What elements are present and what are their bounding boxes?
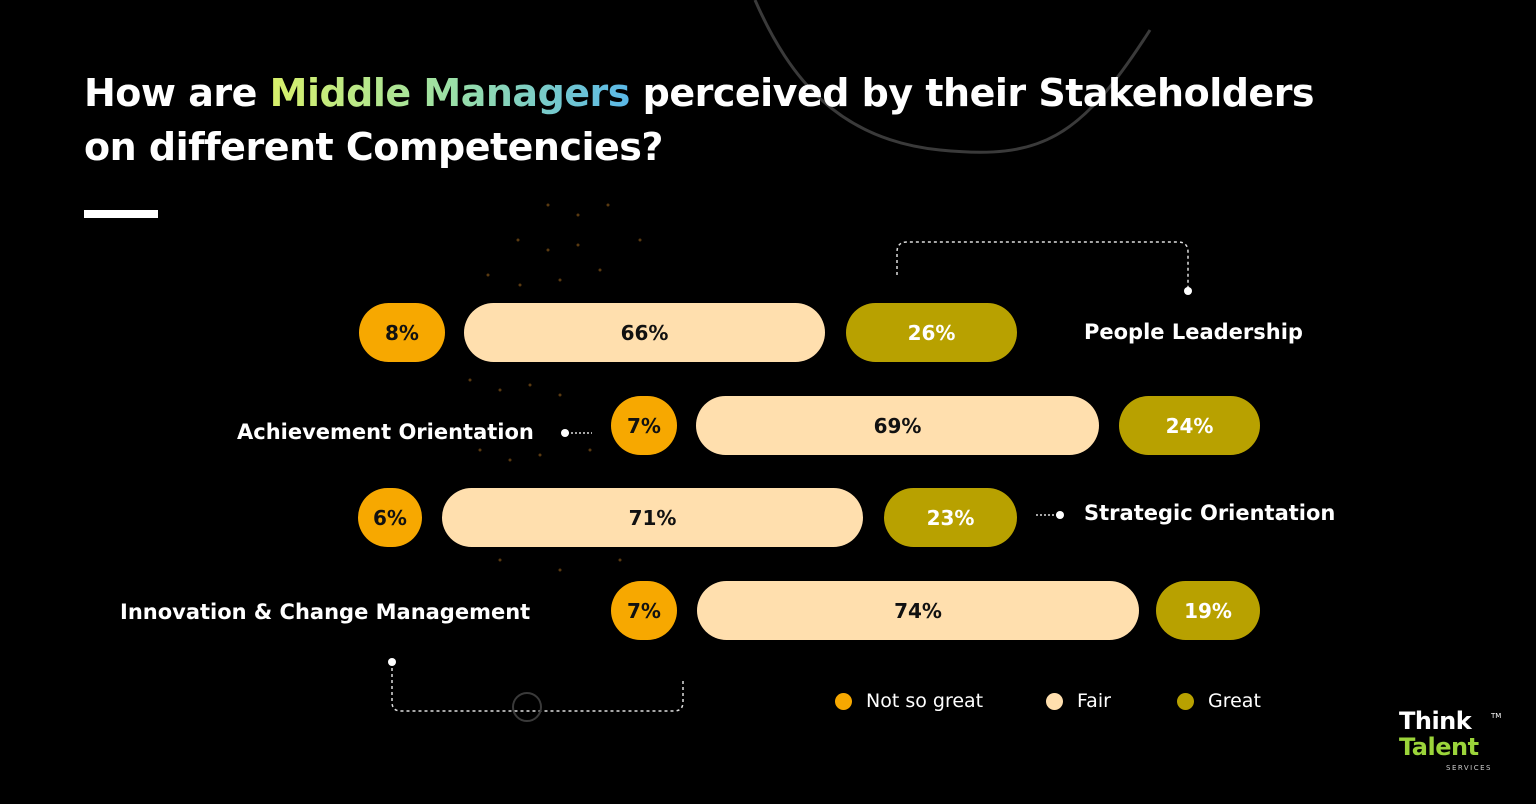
bar-strategic-orientation-not-so-great: 6%	[358, 488, 422, 547]
legend-label-not-so-great: Not so great	[866, 690, 984, 712]
title-underline	[84, 210, 158, 218]
bar-innovation-change-management-fair: 74%	[697, 581, 1139, 640]
legend-item-great: Great	[1177, 690, 1261, 712]
legend-swatch-not-so-great	[835, 692, 852, 710]
bar-innovation-change-management-great: 19%	[1156, 581, 1260, 640]
chart-title: How are Middle Managers perceived by the…	[84, 66, 1384, 174]
title-part1: How are	[84, 71, 270, 115]
legend-swatch-fair	[1046, 692, 1063, 710]
category-label-innovation-change-management: Innovation & Change Management	[120, 600, 531, 624]
bar-achievement-orientation-great: 24%	[1119, 396, 1260, 455]
bar-people-leadership-fair: 66%	[464, 303, 825, 362]
bar-achievement-orientation-fair: 69%	[696, 396, 1099, 455]
legend-item-not-so-great: Not so great	[835, 690, 983, 712]
category-label-strategic-orientation: Strategic Orientation	[1084, 501, 1336, 525]
bar-people-leadership-not-so-great: 8%	[359, 303, 445, 362]
bar-strategic-orientation-great: 23%	[884, 488, 1017, 547]
title-part2: perceived by their Stakeholders	[629, 71, 1315, 115]
bar-strategic-orientation-fair: 71%	[442, 488, 863, 547]
legend-swatch-great	[1177, 692, 1194, 710]
bar-achievement-orientation-not-so-great: 7%	[611, 396, 677, 455]
legend-label-great: Great	[1208, 690, 1261, 712]
logo-line2: Talent	[1399, 733, 1479, 761]
category-label-achievement-orientation: Achievement Orientation	[237, 420, 534, 444]
logo-trademark: TM	[1491, 712, 1502, 720]
title-line2: on different Competencies?	[84, 125, 663, 169]
legend-label-fair: Fair	[1077, 690, 1111, 712]
legend-item-fair: Fair	[1046, 690, 1111, 712]
think-talent-logo: Think Talent SERVICES TM	[1399, 708, 1501, 774]
logo-line1: Think	[1399, 707, 1472, 735]
category-label-people-leadership: People Leadership	[1084, 320, 1303, 344]
logo-line3: SERVICES	[1446, 764, 1492, 772]
bar-innovation-change-management-not-so-great: 7%	[611, 581, 677, 640]
bar-people-leadership-great: 26%	[846, 303, 1017, 362]
title-highlight: Middle Managers	[269, 71, 631, 115]
